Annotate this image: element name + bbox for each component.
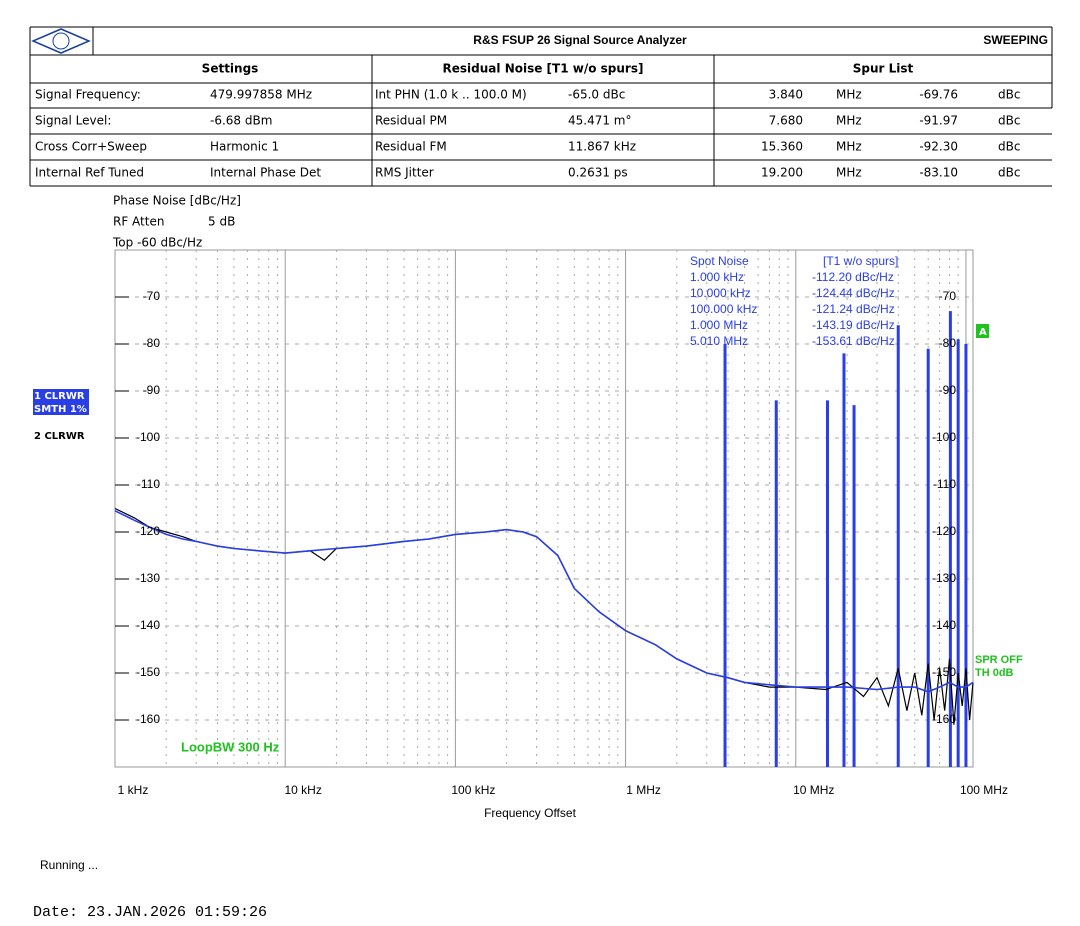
y-tick-label-right: -160 (932, 712, 956, 726)
spot-noise-value: -153.61 dBc/Hz (812, 334, 895, 348)
x-tick-label: 1 MHz (626, 783, 661, 797)
table-cell: 7.680 (769, 114, 803, 128)
table-cell: 479.997858 MHz (210, 88, 312, 102)
table-cell: 11.867 kHz (568, 140, 636, 154)
y-tick-label-right: -90 (939, 383, 957, 397)
trace-1-smooth: SMTH 1% (34, 404, 87, 415)
table-cell: Residual PM (375, 114, 447, 128)
logo-diamond (31, 28, 91, 54)
run-status: Running ... (40, 858, 98, 872)
y-tick-label: -120 (136, 524, 160, 538)
spot-noise-freq: 5.010 MHz (690, 334, 748, 348)
top-level: Top -60 dBc/Hz (112, 236, 202, 250)
title: R&S FSUP 26 Signal Source Analyzer (473, 33, 687, 47)
table-cell: Internal Phase Det (210, 166, 321, 180)
y-tick-label: -100 (136, 430, 160, 444)
plot (114, 249, 974, 768)
y-tick-label-right: -110 (933, 477, 956, 491)
y-tick-label-right: -150 (932, 665, 956, 679)
y-tick-label-right: -70 (939, 289, 957, 303)
marker-tag-box (976, 324, 989, 338)
trace (114, 510, 974, 693)
table-cell: 15.360 (761, 140, 803, 154)
x-tick-label: 1 kHz (118, 783, 149, 797)
status-label: TH 0dB (975, 667, 1014, 679)
table-header: Settings (202, 62, 259, 76)
y-tick-label: -70 (143, 289, 161, 303)
spot-noise-freq: 10.000 kHz (690, 286, 751, 300)
table-cell: Signal Level: (35, 114, 111, 128)
table-cell: Residual FM (375, 140, 447, 154)
table-header: Spur List (853, 62, 914, 76)
y-tick-label-right: -100 (932, 430, 956, 444)
table-cell: dBc (998, 88, 1020, 102)
trace-1-badge (33, 389, 89, 415)
table-cell: dBc (998, 140, 1020, 154)
y-tick-label: -160 (136, 712, 160, 726)
table-cell: 19.200 (761, 166, 803, 180)
table-cell: -69.76 (919, 88, 958, 102)
table-header: Residual Noise [T1 w/o spurs] (443, 62, 644, 76)
date: Date: 23.JAN.2026 01:59:26 (33, 904, 267, 921)
logo-circle (52, 32, 70, 50)
spot-noise-value: -121.24 dBc/Hz (812, 302, 895, 316)
table-cell: 45.471 m° (568, 114, 632, 128)
trace-2-label: 2 CLRWR (34, 431, 85, 442)
table-cell: dBc (998, 114, 1020, 128)
loop-bw: LoopBW 300 Hz (181, 739, 280, 754)
table-cell: -92.30 (919, 140, 958, 154)
rf-atten-value: 5 dB (208, 215, 235, 229)
x-tick-label: 10 MHz (793, 783, 834, 797)
table-cell: RMS Jitter (375, 166, 434, 180)
spot-noise-value: -112.20 dBc/Hz (812, 270, 894, 284)
table-cell: MHz (836, 88, 862, 102)
y-tick-label: -130 (136, 571, 160, 585)
y-tick-label-right: -130 (932, 571, 956, 585)
y-tick-label-right: -80 (939, 336, 957, 350)
spot-noise-value: -143.19 dBc/Hz (812, 318, 895, 332)
table-cell: Cross Corr+Sweep (35, 140, 147, 154)
x-tick-label: 100 kHz (451, 783, 495, 797)
table-cell: Internal Ref Tuned (35, 166, 144, 180)
table-cell: -83.10 (919, 166, 958, 180)
table-cell: Harmonic 1 (210, 140, 279, 154)
plot-area (114, 249, 974, 768)
spot-noise-freq: 100.000 kHz (690, 302, 757, 316)
y-tick-label: -150 (136, 665, 160, 679)
y-tick-label-right: -140 (932, 618, 956, 632)
table-cell: Int PHN (1.0 k .. 100.0 M) (375, 88, 527, 102)
marker-tag: A (979, 327, 987, 338)
spot-noise-freq: 1.000 MHz (690, 318, 748, 332)
table-cell: Signal Frequency: (35, 88, 141, 102)
x-tick-label: 10 kHz (285, 783, 322, 797)
trace-1-label: 1 CLRWR (34, 391, 85, 402)
y-tick-label: -140 (136, 618, 160, 632)
table-cell: -6.68 dBm (210, 114, 272, 128)
y-tick-label: -110 (137, 477, 160, 491)
y-axis-label: Phase Noise [dBc/Hz] (113, 194, 241, 208)
spot-noise-freq: 1.000 kHz (690, 270, 744, 284)
table-cell: MHz (836, 140, 862, 154)
y-tick-label: -80 (143, 336, 161, 350)
x-axis-label: Frequency Offset (484, 806, 576, 820)
logo (31, 28, 91, 54)
table-cell: -91.97 (919, 114, 958, 128)
y-tick-label: -90 (143, 383, 161, 397)
table-cell: dBc (998, 166, 1020, 180)
x-tick-label: 100 MHz (960, 783, 1008, 797)
rf-atten-label: RF Atten (113, 215, 164, 229)
table-cell: MHz (836, 114, 862, 128)
spot-noise-value: -124.44 dBc/Hz (812, 286, 895, 300)
table-cell: 0.2631 ps (568, 166, 628, 180)
spot-noise-mode: [T1 w/o spurs] (823, 254, 898, 268)
y-tick-label-right: -120 (932, 524, 956, 538)
sweep-status: SWEEPING (983, 33, 1048, 47)
spot-noise-title: Spot Noise (690, 254, 749, 268)
table-cell: -65.0 dBc (568, 88, 625, 102)
status-label: SPR OFF (975, 654, 1023, 666)
table-cell: MHz (836, 166, 862, 180)
table-cell: 3.840 (769, 88, 803, 102)
